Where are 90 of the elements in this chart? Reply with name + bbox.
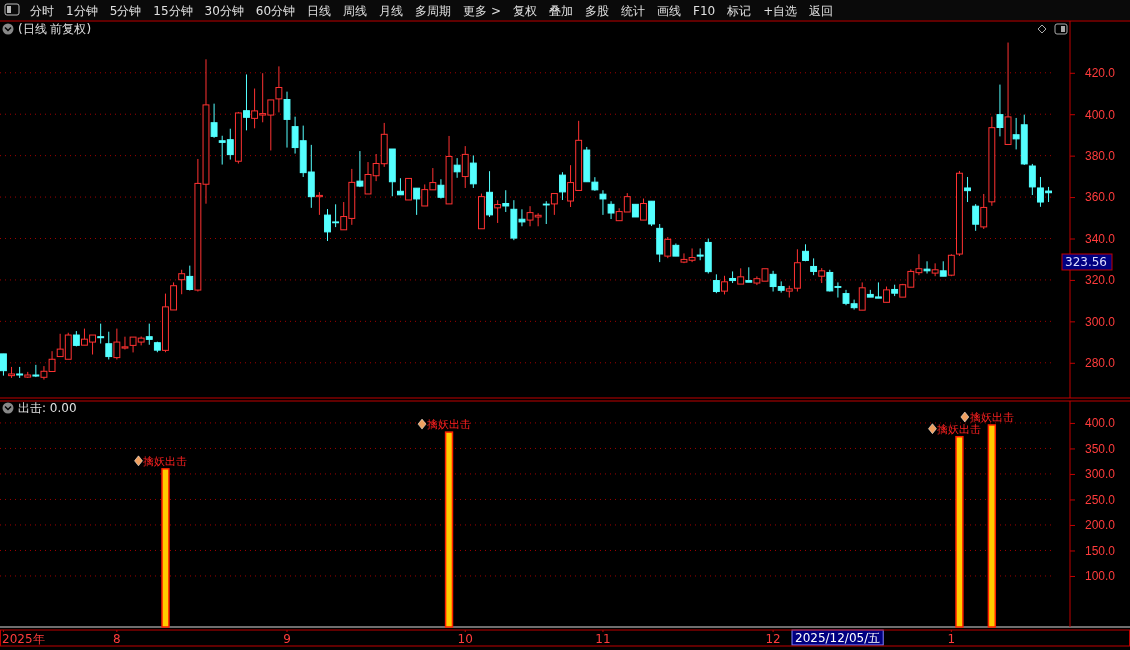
text: 画线: [657, 4, 681, 18]
data-label: 擒妖出击: [427, 418, 472, 432]
x-tick-label: 1: [947, 632, 956, 646]
text: 叠加: [549, 4, 573, 18]
text: 323.56: [1065, 255, 1107, 269]
candlestick: [542, 200, 550, 225]
y-tick-label: 320.0: [1084, 273, 1116, 288]
candlestick: [996, 84, 1004, 137]
candlestick: [721, 275, 728, 295]
candlestick: [858, 281, 866, 311]
bar: [161, 468, 170, 628]
text: 多周期: [415, 4, 452, 18]
data-label: 擒妖出击: [969, 410, 1014, 424]
text: 60分钟: [255, 4, 296, 18]
text: 周线: [343, 4, 368, 18]
text: 5分钟: [109, 4, 142, 18]
text: F10: [693, 4, 716, 18]
y-tick-label: 340.0: [1084, 231, 1116, 246]
candlestick: [453, 157, 461, 179]
candlestick: [413, 187, 421, 216]
y-tick-label: 200.0: [1084, 518, 1116, 533]
y-tick-label: 400.0: [1084, 107, 1116, 122]
text: 15分钟: [153, 4, 193, 18]
y-tick-label: 280.0: [1084, 356, 1116, 371]
y-tick-label: 400.0: [1084, 416, 1116, 431]
candlestick: [640, 198, 647, 221]
text: 标记: [726, 4, 752, 18]
candlestick: [712, 273, 720, 294]
candlestick: [469, 154, 477, 189]
text: 日线: [307, 4, 332, 18]
y-tick-label: 420.0: [1084, 66, 1116, 81]
candlestick: [178, 269, 186, 295]
x-tick-label: 2025年: [2, 632, 45, 646]
text: 30分钟: [204, 4, 244, 18]
data-label: 擒妖出击: [937, 422, 982, 436]
candlestick: [664, 236, 672, 259]
y-tick-label: 300.0: [1084, 314, 1116, 329]
y-tick-label: 150.0: [1084, 543, 1116, 558]
text: 分时: [30, 4, 54, 18]
bar: [987, 424, 997, 628]
text: +自选: [763, 4, 798, 18]
data-label: 擒妖出击: [143, 454, 188, 468]
chart-title: (日线 前复权): [18, 22, 92, 36]
text: 复权: [513, 4, 537, 18]
candlestick: [405, 177, 412, 201]
bar: [444, 431, 454, 628]
text: 1分钟: [66, 4, 98, 18]
text: 多股: [585, 4, 609, 18]
text: 更多 >: [463, 4, 501, 18]
candlestick: [550, 193, 558, 216]
chart-title: 出击: 0.00: [18, 401, 77, 415]
candlestick: [494, 199, 502, 224]
candlestick: [931, 262, 939, 277]
x-tick-label: 11: [595, 632, 611, 646]
candlestick: [437, 178, 445, 200]
candlestick: [243, 73, 250, 131]
candlestick: [461, 145, 469, 189]
text: 2025/12/05/五: [795, 631, 881, 645]
x-tick-label: 9: [283, 632, 291, 646]
candlestick: [210, 103, 218, 139]
candlestick: [97, 323, 105, 345]
y-tick-label: 250.0: [1084, 492, 1116, 507]
x-tick-label: 12: [765, 632, 781, 646]
text: 返回: [809, 4, 834, 18]
candlestick: [356, 150, 364, 188]
y-tick-label: 380.0: [1084, 148, 1116, 163]
candlestick: [599, 189, 607, 216]
x-tick-label: 10: [457, 632, 473, 646]
candlestick: [972, 203, 980, 232]
candlestick: [648, 200, 656, 227]
candlestick: [105, 331, 113, 360]
y-tick-label: 300.0: [1084, 467, 1116, 482]
candlestick: [186, 265, 194, 291]
y-tick-label: 100.0: [1084, 569, 1116, 584]
candlestick: [486, 170, 493, 218]
y-tick-label: 350.0: [1084, 441, 1116, 456]
candlestick: [315, 191, 323, 216]
candlestick: [0, 353, 7, 377]
candlestick: [964, 176, 971, 203]
text: 月线: [379, 4, 404, 18]
candlestick: [145, 323, 153, 346]
candlestick: [283, 91, 291, 149]
bar: [955, 435, 964, 628]
candlestick: [559, 171, 566, 201]
candlestick: [923, 260, 931, 275]
y-tick-label: 360.0: [1084, 190, 1116, 205]
x-tick-label: 8: [113, 632, 121, 646]
candlestick: [502, 189, 510, 213]
candlestick: [980, 193, 988, 230]
text: 统计: [621, 4, 645, 18]
